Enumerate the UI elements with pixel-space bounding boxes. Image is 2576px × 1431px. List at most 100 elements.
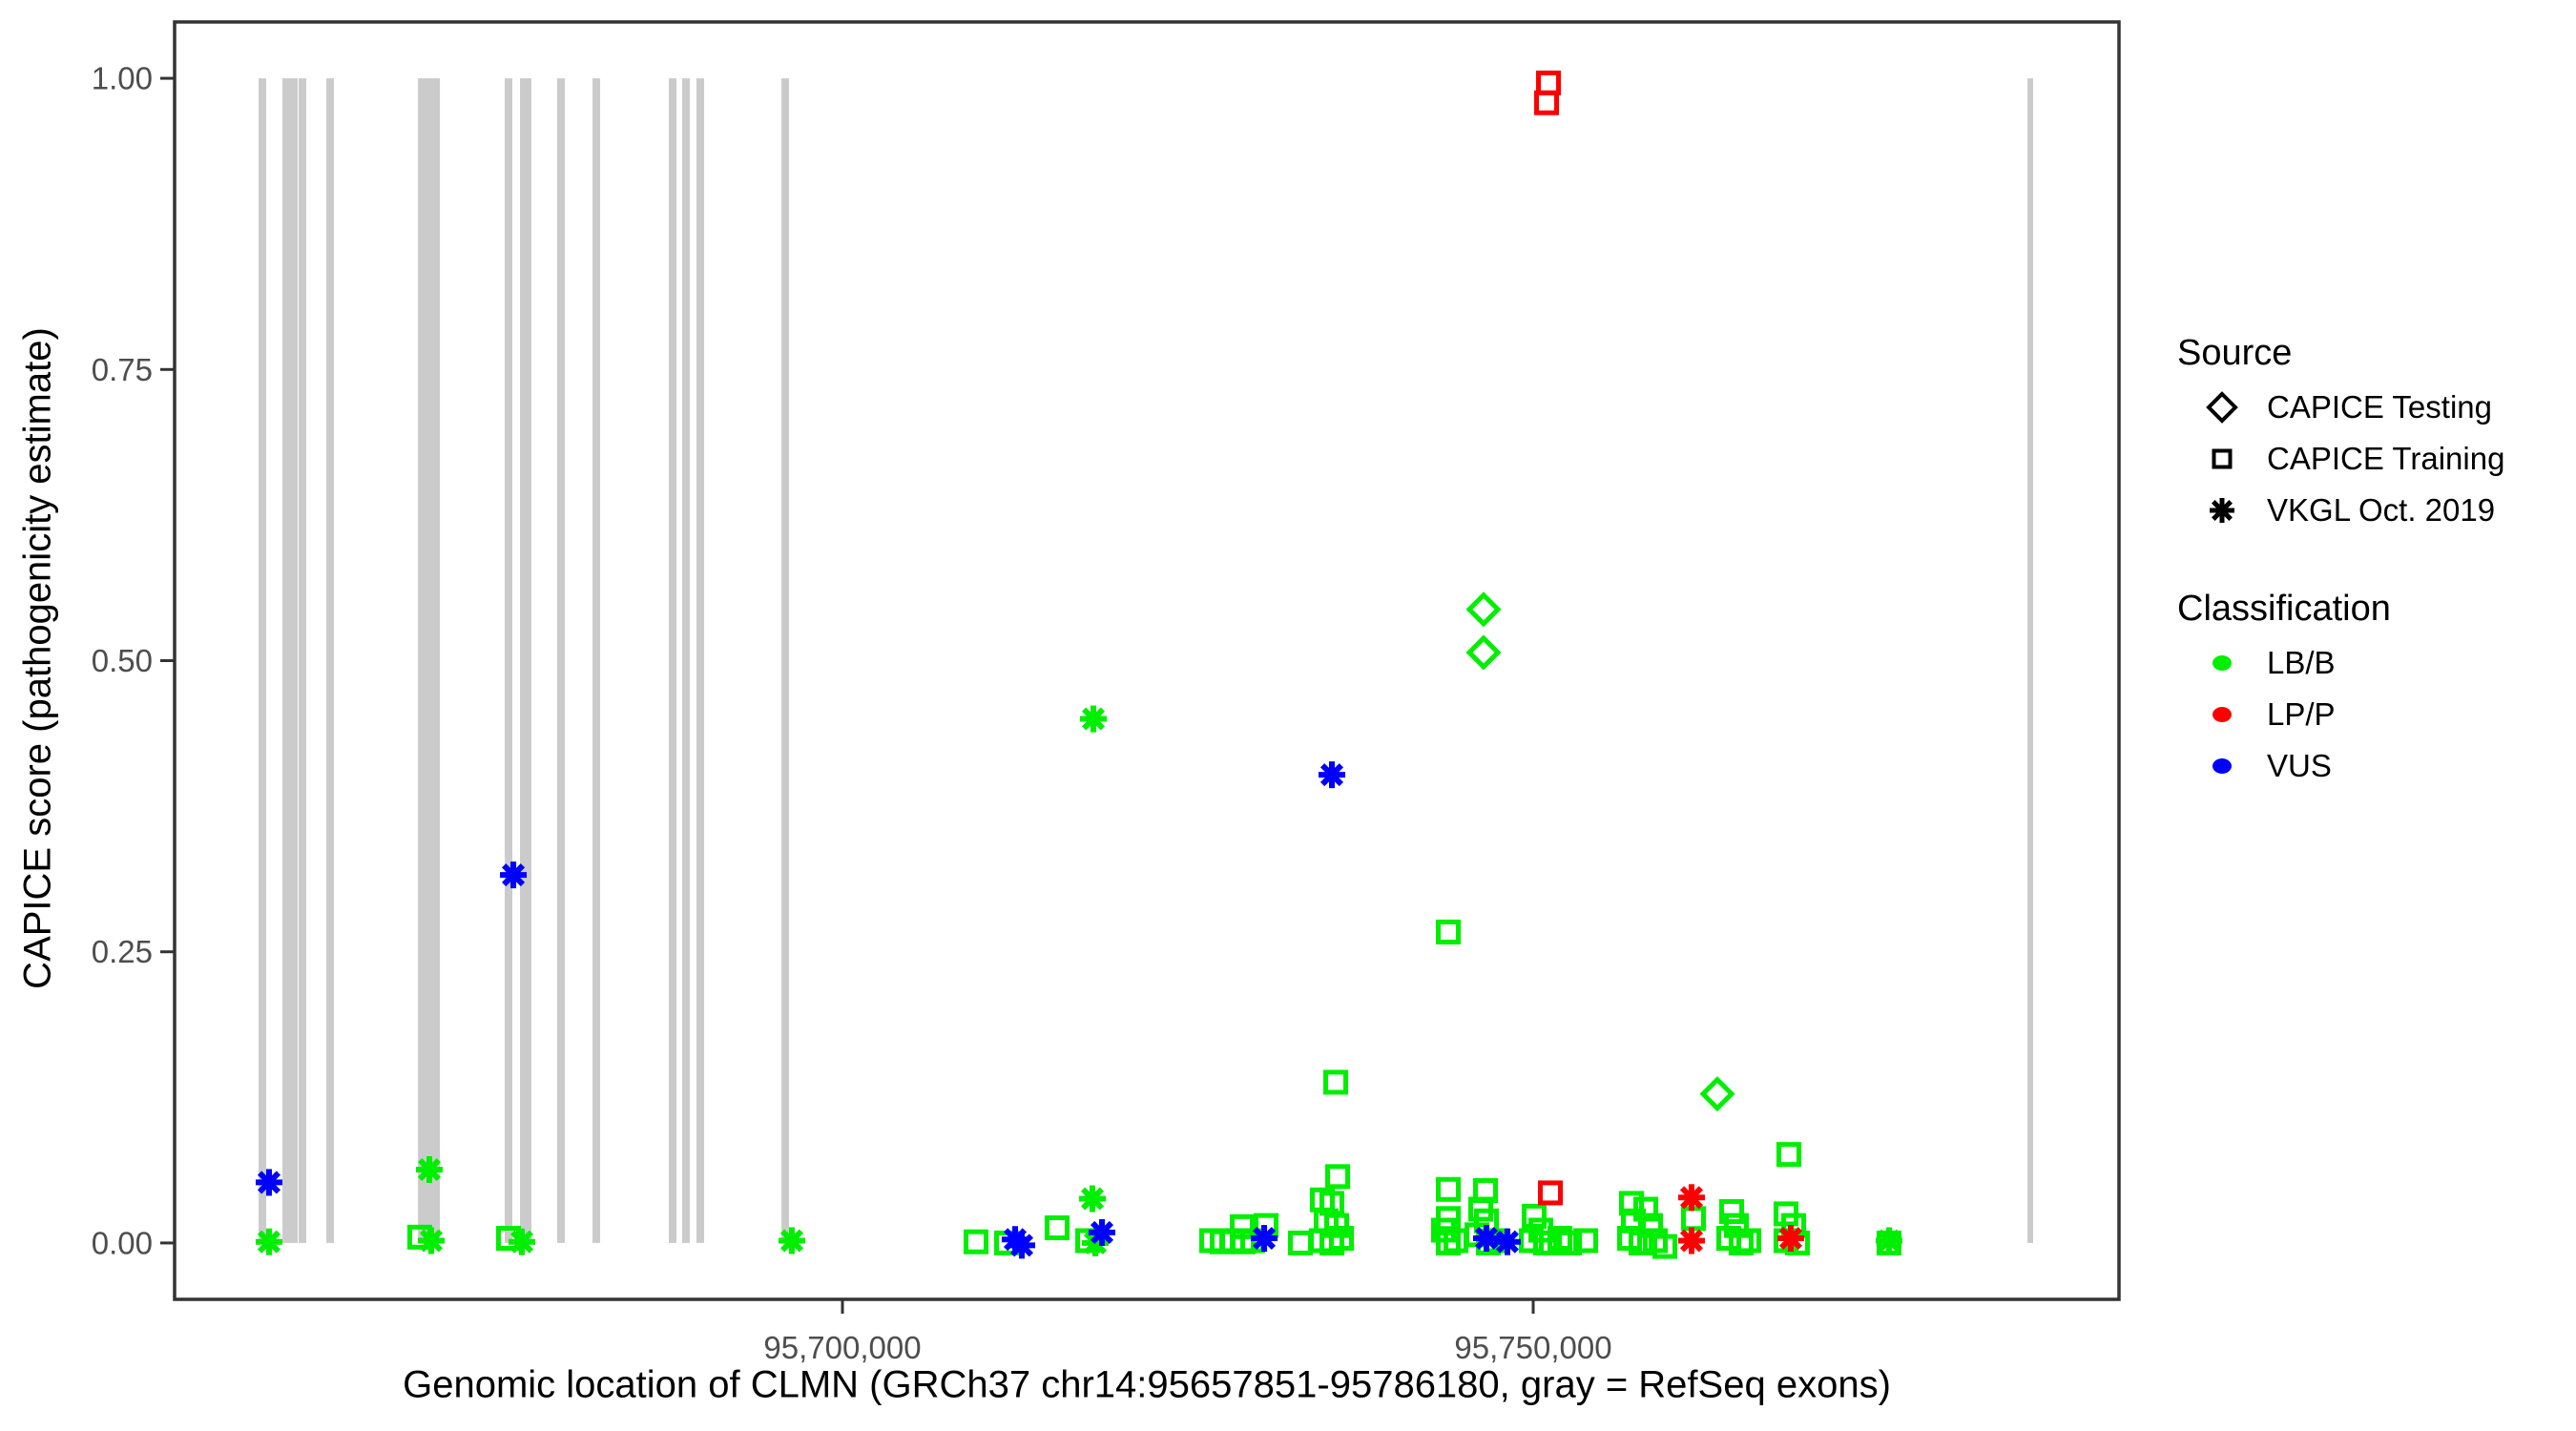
- data-point-square: [1435, 919, 1461, 944]
- y-tick-label: 1.00: [92, 61, 153, 96]
- y-tick-label: 0.75: [92, 352, 153, 387]
- data-point-diamond: [1465, 634, 1502, 671]
- refseq-exon-bar: [520, 78, 532, 1243]
- data-point-diamond: [1699, 1076, 1735, 1112]
- data-point-asterisk: [1089, 1218, 1116, 1246]
- data-point-asterisk: [1079, 1185, 1107, 1213]
- legend-item-source-capice-testing: CAPICE Testing: [2177, 382, 2568, 433]
- data-point-square: [1573, 1228, 1599, 1254]
- data-point-square: [1519, 1228, 1545, 1254]
- data-point-asterisk: [1875, 1227, 1902, 1255]
- refseq-exon-bar: [592, 78, 601, 1243]
- data-point-square: [1776, 1142, 1801, 1168]
- data-point-asterisk: [1473, 1225, 1501, 1253]
- legend-classification-items: LB/B LP/P VUS: [2177, 637, 2568, 792]
- points-layer: [255, 70, 1902, 1259]
- data-point-square: [1324, 1164, 1350, 1190]
- data-point-square: [1680, 1206, 1706, 1232]
- refseq-exon-bar: [299, 78, 307, 1243]
- square-icon: [2212, 448, 2233, 469]
- data-point-asterisk: [1080, 705, 1108, 733]
- legend-item-label: VKGL Oct. 2019: [2267, 492, 2496, 528]
- refseq-exon-bar: [557, 78, 566, 1243]
- legend-item-label: LP/P: [2267, 696, 2336, 732]
- data-point-square: [963, 1229, 988, 1255]
- legend-item-label: CAPICE Training: [2267, 441, 2505, 476]
- data-point-square: [1619, 1191, 1645, 1216]
- legend-symbol: [2200, 437, 2244, 481]
- legend-item-label: VUS: [2267, 748, 2332, 783]
- x-tick-label: 95,750,000: [1454, 1330, 1611, 1365]
- data-point-square: [1718, 1198, 1744, 1224]
- legend-item-class-vus: VUS: [2177, 740, 2568, 792]
- data-point-asterisk: [1319, 761, 1346, 789]
- data-point-asterisk: [1776, 1225, 1804, 1253]
- refseq-exon-bar: [418, 78, 441, 1243]
- asterisk-icon: [2210, 498, 2234, 523]
- refseq-exon-bar: [781, 78, 789, 1243]
- data-point-square: [1735, 1228, 1761, 1254]
- x-tick-label: 95,700,000: [763, 1330, 921, 1365]
- refseq-exon-bar: [326, 78, 335, 1243]
- dot-icon: [2212, 655, 2232, 671]
- data-point-asterisk: [1251, 1225, 1278, 1253]
- data-point-square: [1435, 1176, 1461, 1202]
- legend-symbol: [2200, 488, 2244, 532]
- y-tick-label: 0.25: [92, 934, 153, 969]
- y-axis-title: CAPICE score (pathogenicity estimate): [16, 327, 59, 989]
- legend-item-class-lp-p: LP/P: [2177, 689, 2568, 740]
- data-point-asterisk: [1677, 1227, 1705, 1255]
- refseq-exon-bar: [282, 78, 291, 1243]
- diamond-icon: [2206, 391, 2238, 424]
- data-point-square: [1533, 1230, 1559, 1255]
- refseq-exon-bar: [669, 78, 676, 1243]
- legend-source-title: Source: [2177, 333, 2293, 373]
- legend-item-source-vkgl-oct-2019: VKGL Oct. 2019: [2177, 485, 2568, 536]
- data-point-asterisk: [509, 1228, 536, 1255]
- legend-source-items: CAPICE Testing CAPICE Training VKGL Oct. 2…: [2177, 382, 2568, 536]
- refseq-exon-bar: [2026, 78, 2033, 1243]
- refseq-exon-bar: [505, 78, 513, 1243]
- legend-classification-title: Classification: [2177, 589, 2391, 629]
- legend-symbol: [2200, 744, 2244, 788]
- data-point-square: [1538, 1180, 1564, 1206]
- data-point-asterisk: [1008, 1232, 1035, 1259]
- data-point-square: [1629, 1230, 1654, 1255]
- data-point-square: [1329, 1226, 1355, 1252]
- data-point-diamond: [1465, 591, 1502, 628]
- data-point-square: [1045, 1215, 1070, 1241]
- data-point-square: [1322, 1069, 1348, 1095]
- data-point-asterisk: [1677, 1184, 1705, 1212]
- y-tick-label: 0.00: [92, 1225, 153, 1260]
- legend-item-class-lb-b: LB/B: [2177, 637, 2568, 689]
- legend-item-label: LB/B: [2267, 645, 2336, 680]
- data-point-asterisk: [779, 1227, 806, 1255]
- data-point-square: [1522, 1203, 1548, 1229]
- legend-symbol: [2200, 693, 2244, 736]
- refseq-exon-bar: [696, 78, 705, 1243]
- refseq-exon-bar: [259, 78, 267, 1243]
- data-point-square: [1536, 70, 1562, 95]
- data-point-square: [1534, 90, 1560, 115]
- data-point-square: [1288, 1230, 1314, 1255]
- data-point-asterisk: [1494, 1228, 1521, 1255]
- data-point-asterisk: [500, 861, 528, 889]
- legend-item-label: CAPICE Testing: [2267, 389, 2492, 425]
- y-tick-label: 0.50: [92, 643, 153, 678]
- data-point-asterisk: [255, 1228, 282, 1255]
- data-point-asterisk: [415, 1156, 443, 1184]
- data-point-asterisk: [255, 1169, 282, 1196]
- data-point-square: [1557, 1230, 1583, 1255]
- dot-icon: [2212, 707, 2232, 722]
- legend-item-source-capice-training: CAPICE Training: [2177, 433, 2568, 485]
- data-point-square: [1723, 1213, 1749, 1238]
- refseq-exon-bar: [682, 78, 691, 1243]
- data-point-square: [1230, 1213, 1256, 1239]
- dot-icon: [2212, 758, 2232, 774]
- data-point-asterisk: [417, 1227, 445, 1255]
- data-point-square: [1652, 1234, 1677, 1259]
- legend-symbol: [2200, 385, 2244, 429]
- panel-border: [173, 20, 2121, 1301]
